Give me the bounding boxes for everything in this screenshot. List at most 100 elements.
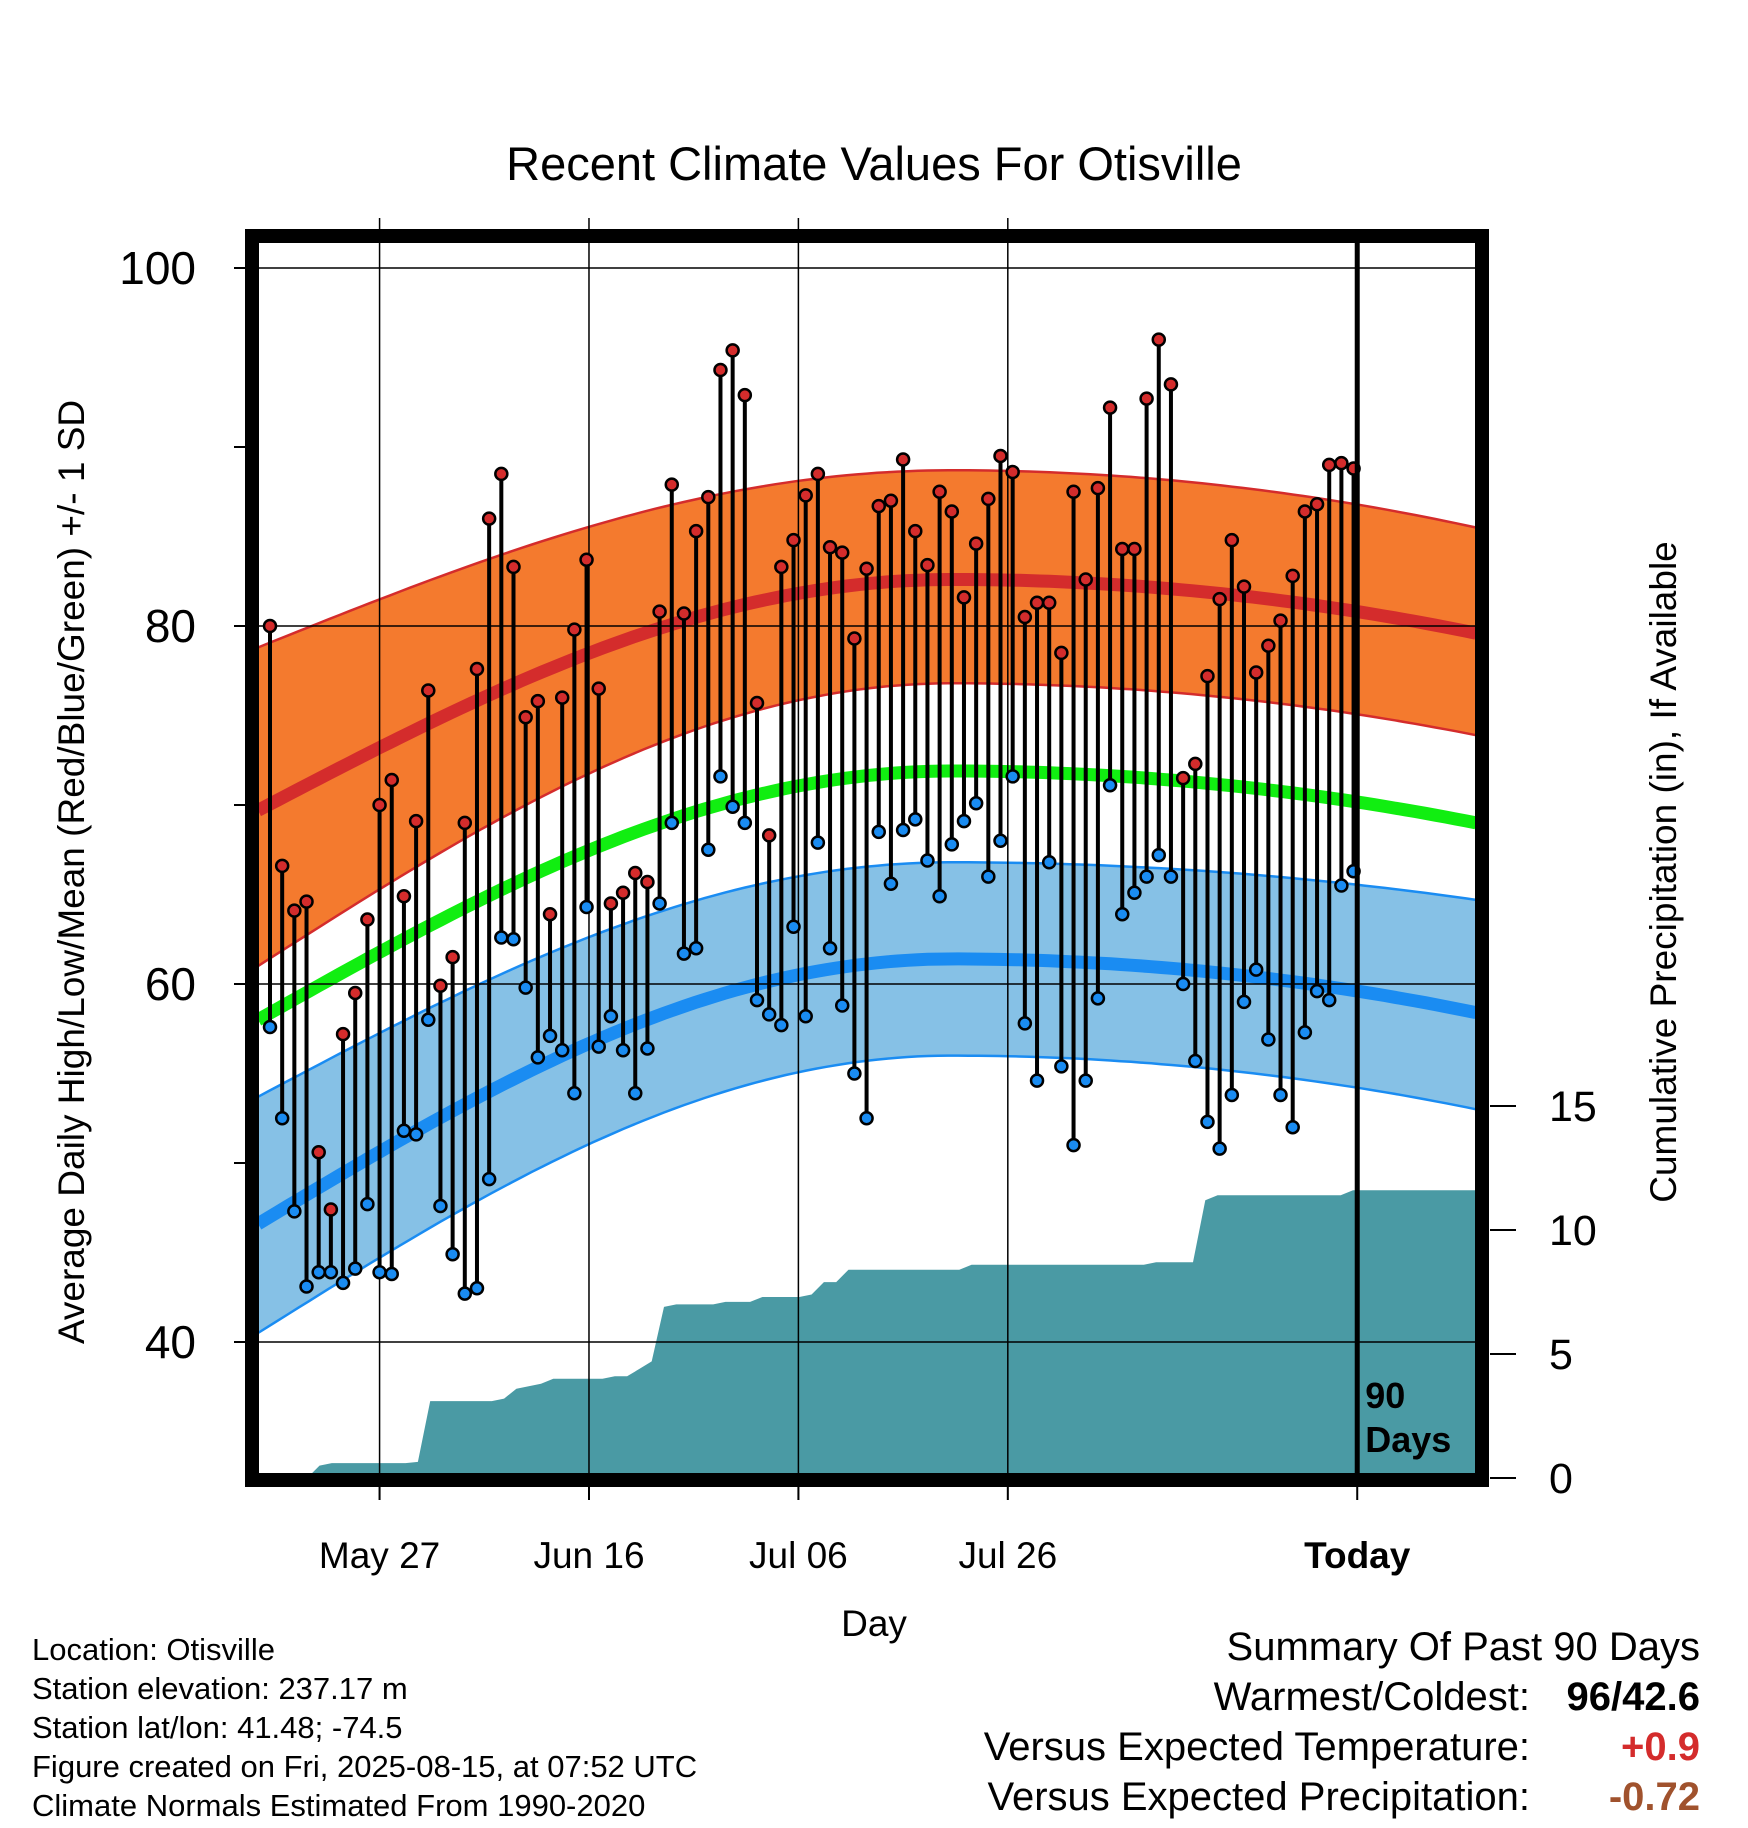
daily-high-point bbox=[1321, 457, 1337, 473]
daily-high-point bbox=[287, 903, 302, 918]
daily-high-point bbox=[445, 949, 460, 965]
daily-high-point bbox=[798, 488, 813, 503]
daily-low-point bbox=[871, 824, 886, 840]
summary-title-row: Summary Of Past 90 Days bbox=[940, 1622, 1700, 1672]
daily-high-point bbox=[591, 681, 606, 696]
daily-low-point bbox=[1029, 1073, 1045, 1088]
daily-low-point bbox=[530, 1050, 546, 1065]
daily-high-point bbox=[1236, 579, 1252, 594]
daily-high-point bbox=[1115, 541, 1130, 557]
daily-high-point bbox=[262, 618, 278, 634]
daily-low-point bbox=[433, 1198, 448, 1214]
y-axis-label: Average Daily High/Low/Mean (Red/Blue/Gr… bbox=[51, 400, 92, 1344]
daily-high-point bbox=[347, 985, 363, 1001]
daily-high-point bbox=[494, 466, 509, 482]
x-tick-label: Jul 26 bbox=[958, 1535, 1057, 1576]
daily-low-point bbox=[688, 940, 704, 956]
daily-high-point bbox=[822, 539, 838, 555]
y2-axis-label: Cumulative Precipitation (in), If Availa… bbox=[1643, 541, 1684, 1203]
daily-low-point bbox=[883, 876, 899, 892]
daily-high-point bbox=[579, 552, 594, 568]
daily-high-point bbox=[737, 387, 753, 403]
daily-high-point bbox=[676, 606, 692, 621]
daily-low-point bbox=[1151, 847, 1167, 863]
daily-high-point bbox=[1224, 532, 1240, 548]
daily-high-point bbox=[1297, 504, 1313, 519]
daily-high-point bbox=[323, 1202, 339, 1217]
daily-low-point bbox=[567, 1085, 582, 1101]
daily-low-point bbox=[1041, 855, 1057, 870]
daily-high-point bbox=[1139, 391, 1154, 406]
y-tick-label: 60 bbox=[145, 958, 196, 1010]
daily-high-point bbox=[299, 894, 314, 909]
today-days-label-1: 90 bbox=[1365, 1375, 1405, 1416]
temp-value: +0.9 bbox=[1621, 1725, 1700, 1769]
daily-low-point bbox=[1139, 869, 1154, 884]
daily-high-point bbox=[1078, 572, 1093, 587]
y2-tick-label: 5 bbox=[1549, 1331, 1573, 1379]
daily-high-point bbox=[847, 631, 862, 646]
daily-high-point bbox=[1005, 464, 1020, 480]
daily-high-point bbox=[274, 858, 290, 874]
daily-low-point bbox=[542, 1028, 558, 1044]
daily-high-point bbox=[944, 504, 960, 519]
daily-high-point bbox=[421, 683, 436, 698]
daily-low-point bbox=[335, 1275, 351, 1291]
daily-low-point bbox=[810, 835, 826, 850]
daily-low-point bbox=[676, 946, 692, 961]
daily-low-point bbox=[1175, 976, 1191, 992]
location-text: Location: Otisville bbox=[32, 1632, 275, 1667]
daily-high-point bbox=[554, 690, 570, 705]
daily-high-point bbox=[1273, 613, 1288, 628]
daily-high-point bbox=[981, 491, 996, 507]
daily-low-point bbox=[798, 1008, 813, 1024]
daily-high-point bbox=[834, 545, 850, 560]
temp-row: Versus Expected Temperature: +0.9 bbox=[940, 1722, 1700, 1772]
daily-high-point bbox=[774, 559, 789, 575]
daily-low-point bbox=[1212, 1141, 1227, 1156]
daily-high-point bbox=[1261, 638, 1276, 653]
daily-high-point bbox=[786, 532, 801, 548]
precip-row: Versus Expected Precipitation: -0.72 bbox=[940, 1772, 1700, 1822]
daily-low-point bbox=[640, 1041, 655, 1056]
daily-high-point bbox=[956, 590, 972, 605]
daily-high-point bbox=[311, 1145, 326, 1160]
daily-low-point bbox=[1261, 1032, 1276, 1047]
daily-low-point bbox=[506, 932, 521, 947]
latlon-text: Station lat/lon: 41.48; -74.5 bbox=[32, 1710, 403, 1745]
daily-high-point bbox=[1054, 645, 1069, 661]
daily-low-point bbox=[993, 833, 1008, 849]
daily-low-point bbox=[262, 1019, 278, 1035]
daily-low-point bbox=[713, 769, 728, 784]
daily-high-point bbox=[408, 813, 424, 829]
daily-low-point bbox=[774, 1017, 789, 1033]
x-tick-label: Today bbox=[1304, 1535, 1411, 1576]
daily-low-point bbox=[554, 1042, 570, 1058]
daily-low-point bbox=[1200, 1114, 1215, 1130]
daily-high-point bbox=[384, 772, 399, 788]
daily-high-point bbox=[530, 693, 546, 709]
daily-low-point bbox=[932, 889, 947, 904]
daily-low-point bbox=[737, 815, 753, 831]
plot-frame bbox=[245, 229, 1489, 1487]
daily-low-point bbox=[1236, 994, 1252, 1010]
x-tick-label: May 27 bbox=[319, 1535, 440, 1576]
daily-low-point bbox=[1321, 992, 1337, 1008]
daily-low-point bbox=[628, 1085, 643, 1101]
daily-low-point bbox=[701, 842, 716, 857]
daily-low-point bbox=[908, 812, 923, 827]
daily-low-point bbox=[1163, 869, 1179, 884]
summary-title: Summary Of Past 90 Days bbox=[1226, 1625, 1700, 1669]
daily-high-point bbox=[1248, 665, 1264, 680]
temp-label: Versus Expected Temperature: bbox=[983, 1725, 1530, 1769]
daily-low-point bbox=[481, 1171, 497, 1187]
daily-low-point bbox=[944, 837, 960, 852]
daily-high-point bbox=[1041, 595, 1057, 610]
x-tick-label: Jul 06 bbox=[749, 1535, 848, 1576]
daily-low-point bbox=[981, 869, 996, 884]
daily-low-point bbox=[786, 919, 801, 934]
elevation-text: Station elevation: 237.17 m bbox=[32, 1671, 408, 1706]
high-sd-band-upper-edge bbox=[257, 469, 1477, 649]
daily-low-point bbox=[311, 1264, 326, 1280]
